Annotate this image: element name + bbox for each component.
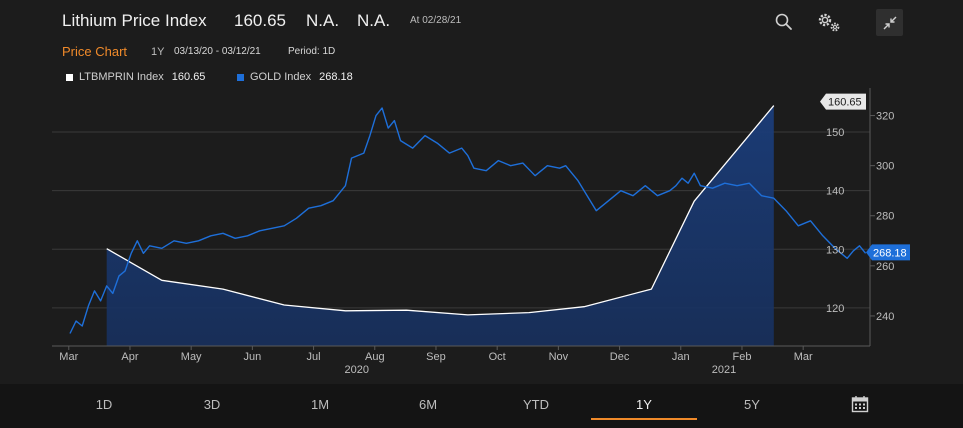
x-axis-tick-label: Aug — [365, 351, 385, 363]
index-title: Lithium Price Index — [62, 11, 207, 30]
flag-label-ltbmprin: 160.65 — [828, 97, 862, 109]
active-tab-indicator — [591, 418, 697, 420]
period-label: Period: 1D — [288, 46, 336, 57]
price-chart-label: Price Chart — [62, 44, 128, 59]
legend-swatch-gold — [237, 73, 244, 81]
flag-label-gold: 268.18 — [873, 247, 907, 259]
legend-value-gold: 268.18 — [319, 71, 353, 83]
x-axis-tick-label: Nov — [549, 351, 569, 363]
legend-gold: GOLD Index 268.18 — [237, 71, 353, 83]
x-axis-tick-label: Apr — [121, 351, 138, 363]
tab-1d[interactable]: 1D — [95, 396, 113, 412]
x-axis-tick-label: Dec — [610, 351, 630, 363]
left-axis-tick-label: 130 — [826, 244, 844, 256]
x-axis-tick-label: Jul — [307, 351, 321, 363]
settings-button[interactable] — [815, 8, 843, 36]
index-price: 160.65 — [234, 11, 286, 30]
price-chart[interactable]: 120 130 140 150 240 260 280 300 320 160.65 268.18 M… — [0, 88, 963, 384]
tab-5y[interactable]: 5Y — [744, 396, 760, 412]
legend-value-ltbmprin: 160.65 — [171, 71, 206, 83]
range-tabs: 1D 3D 1M 6M YTD 1Y 5Y — [0, 384, 963, 428]
x-axis-year-label: 2020 — [345, 364, 369, 376]
range-label: 1Y — [151, 46, 165, 58]
tab-6m[interactable]: 6M — [418, 396, 438, 412]
x-axis-tick-label: Sep — [426, 351, 446, 363]
collapse-button[interactable] — [876, 9, 903, 36]
series-area-ltbmprin — [106, 105, 774, 346]
search-icon — [775, 13, 792, 30]
percent-change: N.A. — [357, 11, 391, 30]
as-of-date: At 02/28/21 — [410, 15, 462, 26]
chart-series — [69, 105, 867, 346]
calendar-icon — [851, 396, 869, 413]
tab-1m[interactable]: 1M — [310, 396, 330, 412]
legend-swatch-ltbmprin — [66, 73, 73, 81]
x-axis-tick-label: Mar — [794, 351, 813, 363]
right-axis-tick-label: 320 — [876, 111, 894, 123]
tab-1y[interactable]: 1Y — [636, 396, 652, 412]
x-axis-tick-label: Jun — [244, 351, 262, 363]
right-axis-tick-label: 240 — [876, 311, 894, 323]
x-axis-tick-label: Oct — [489, 351, 506, 363]
settings-icon — [818, 13, 840, 32]
x-axis-tick-label: Feb — [732, 351, 751, 363]
search-button[interactable] — [770, 8, 798, 36]
tab-ytd[interactable]: YTD — [523, 396, 549, 412]
flag-ltbmprin — [820, 93, 866, 110]
left-axis-tick-label: 140 — [826, 186, 844, 198]
legend-name-ltbmprin: LTBMPRIN Index — [79, 71, 164, 83]
right-axis-tick-label: 260 — [876, 261, 894, 273]
legend-ltbmprin: LTBMPRIN Index 160.65 — [66, 71, 205, 83]
x-axis-tick-label: May — [181, 351, 202, 363]
date-range: 03/13/20 - 03/12/21 — [174, 46, 261, 57]
x-axis-year-label: 2021 — [712, 364, 736, 376]
series-line-gold — [69, 107, 867, 334]
flag-gold — [866, 244, 910, 261]
tab-3d[interactable]: 3D — [203, 396, 221, 412]
left-axis-tick-label: 150 — [826, 127, 844, 139]
collapse-icon — [883, 16, 896, 29]
x-axis-tick-label: Mar — [59, 351, 78, 363]
chart-axes: 120 130 140 150 240 260 280 300 320 160.65 268.18 M… — [52, 88, 910, 376]
x-axis-tick-label: Jan — [672, 351, 690, 363]
left-axis-tick-label: 120 — [826, 303, 844, 315]
right-axis-tick-label: 280 — [876, 211, 894, 223]
series-line-ltbmprin — [106, 105, 775, 316]
right-axis-tick-label: 300 — [876, 161, 894, 173]
header-bar: Lithium Price Index 160.65 N.A. N.A. At … — [0, 0, 963, 44]
legend-name-gold: GOLD Index — [250, 71, 312, 83]
calendar-button[interactable] — [806, 384, 914, 424]
net-change: N.A. — [306, 11, 340, 30]
